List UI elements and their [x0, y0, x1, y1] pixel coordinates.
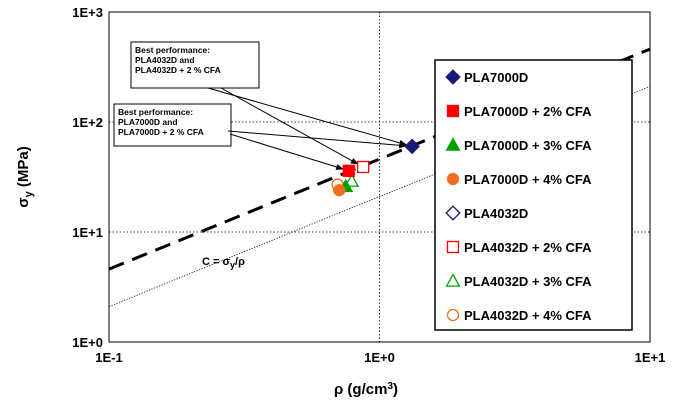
- legend-label: PLA7000D: [464, 70, 528, 85]
- annotation-arrow: [229, 133, 345, 170]
- data-point: [333, 184, 346, 197]
- data-point: [356, 160, 370, 174]
- annotation-text: Best performance:: [135, 45, 210, 55]
- x-tick-label: 1E+0: [364, 350, 395, 365]
- annotation-text: PLA7000D + 2 % CFA: [118, 127, 204, 137]
- annotation-arrow: [227, 130, 408, 149]
- annotation-text: Best performance:: [118, 107, 193, 117]
- y-axis-title: σy (MPa): [15, 146, 35, 207]
- x-tick-label: 1E+1: [635, 350, 666, 365]
- x-tick-labels: 1E-1 1E+0 1E+1: [95, 350, 665, 365]
- x-tick-label: 1E-1: [95, 350, 122, 365]
- legend-marker: [445, 205, 461, 221]
- legend-label: PLA4032D + 2% CFA: [464, 240, 592, 255]
- y-tick-label: 1E+3: [72, 5, 103, 20]
- annotation-arrow: [207, 87, 408, 146]
- legend-marker: [446, 308, 460, 322]
- legend-marker: [446, 104, 460, 118]
- y-tick-label: 1E+0: [72, 335, 103, 350]
- legend-box: [434, 59, 633, 331]
- annotation-text: PLA4032D and: [135, 55, 195, 65]
- legend-label: PLA7000D + 2% CFA: [464, 104, 592, 119]
- legend-label: PLA7000D + 4% CFA: [464, 172, 592, 187]
- y-tick-label: 1E+1: [72, 225, 103, 240]
- annotation-box: [113, 103, 232, 147]
- legend-marker: [445, 137, 461, 151]
- legend-marker: [445, 69, 461, 85]
- data-point: [404, 138, 420, 155]
- annotation-box: [130, 41, 260, 89]
- legend-label: PLA4032D: [464, 206, 528, 221]
- y-tick-labels: 1E+0 1E+1 1E+2 1E+3: [72, 5, 103, 350]
- data-point: [342, 164, 355, 177]
- legend-label: PLA4032D + 4% CFA: [464, 308, 592, 323]
- legend-label: PLA7000D + 3% CFA: [464, 138, 592, 153]
- legend-label: PLA4032D + 3% CFA: [464, 274, 592, 289]
- plot-area-border: [108, 11, 651, 343]
- legend-marker: [445, 273, 461, 287]
- annotation-text: PLA4032D + 2 % CFA: [135, 65, 221, 75]
- legend: PLA7000D PLA7000D + 2% CFA PLA7000D + 3% C…: [434, 59, 633, 331]
- data-points: [331, 138, 420, 197]
- legend-marker: [446, 240, 460, 254]
- grid-lines: [109, 12, 650, 342]
- guide-line-label: C = σy/ρ: [202, 256, 245, 270]
- y-tick-label: 1E+2: [72, 115, 103, 130]
- data-point: [344, 173, 360, 187]
- annotation-text: PLA7000D and: [118, 117, 178, 127]
- annotation-arrow: [220, 87, 359, 165]
- legend-marker: [446, 172, 460, 186]
- x-axis-title: ρ (g/cm3): [334, 381, 398, 398]
